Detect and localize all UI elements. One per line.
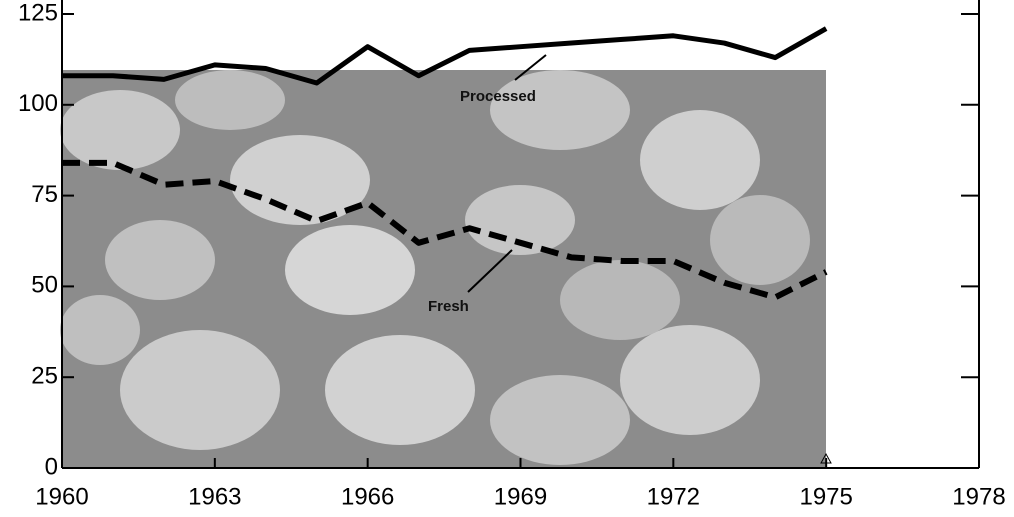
y-tick-label: 50 [31, 272, 58, 299]
x-tick-label: 1963 [188, 483, 241, 510]
y-tick-label: 0 [45, 453, 58, 480]
x-tick-label: 1969 [494, 483, 547, 510]
x-tick-label: 1978 [952, 483, 1005, 510]
y-tick-label: 25 [31, 363, 58, 390]
photo [105, 220, 215, 300]
photo [175, 70, 285, 130]
photo-background [60, 70, 826, 468]
photo [620, 325, 760, 435]
photo [710, 195, 810, 285]
photo [60, 90, 180, 170]
photo [490, 70, 630, 150]
y-tick-label: 75 [31, 181, 58, 208]
photo [60, 295, 140, 365]
y-tick-label: 125 [18, 0, 58, 26]
leader-line [467, 249, 513, 293]
x-tick-label: 1966 [341, 483, 394, 510]
photo [325, 335, 475, 445]
photo [230, 135, 370, 225]
photo [640, 110, 760, 210]
x-tick-label: 1972 [647, 483, 700, 510]
x-tick-label: 1975 [799, 483, 852, 510]
leader-line [514, 54, 547, 81]
annotation: Fresh [428, 298, 469, 315]
annotation: Processed [460, 88, 536, 105]
x-tick-label: 1960 [35, 483, 88, 510]
photo [490, 375, 630, 465]
data-line [62, 26, 828, 86]
y-tick-label: 100 [18, 90, 58, 117]
photo [285, 225, 415, 315]
photo [560, 260, 680, 340]
data-line [62, 159, 828, 301]
photo [120, 330, 280, 450]
